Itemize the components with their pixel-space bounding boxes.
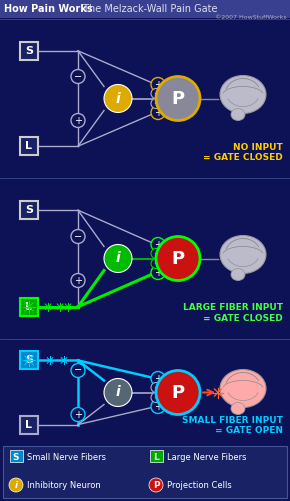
Text: LARGE FIBER INPUT
= GATE CLOSED: LARGE FIBER INPUT = GATE CLOSED [183,304,283,323]
Text: +: + [154,80,162,90]
Circle shape [151,106,165,120]
Circle shape [151,259,161,269]
FancyBboxPatch shape [20,42,38,60]
Ellipse shape [231,269,245,281]
Text: S: S [13,452,19,461]
FancyBboxPatch shape [20,351,38,369]
Text: S: S [25,205,33,215]
Text: +: + [154,401,162,411]
Text: Inhibitory Neuron: Inhibitory Neuron [27,480,101,489]
Bar [0,0,290,18]
Text: −: − [153,89,159,98]
FancyBboxPatch shape [20,298,38,316]
Text: P: P [153,480,159,489]
Text: Large Nerve Fibers: Large Nerve Fibers [167,452,246,461]
Circle shape [151,78,165,92]
Text: SMALL FIBER INPUT
= GATE OPEN: SMALL FIBER INPUT = GATE OPEN [182,416,283,435]
Text: i: i [14,480,18,489]
Bar [3,446,287,498]
Text: P: P [171,249,184,268]
Text: +: + [154,108,162,118]
Text: −: − [74,231,82,241]
Text: +: + [74,409,82,419]
Circle shape [71,70,85,84]
Circle shape [156,77,200,121]
Text: Projection Cells: Projection Cells [167,480,232,489]
Text: +: + [154,239,162,249]
Text: i: i [116,252,120,266]
Text: S: S [25,355,33,365]
Text: +: + [74,276,82,286]
Text: i: i [116,385,120,399]
Text: S: S [25,46,33,56]
Text: How Pain Works: How Pain Works [4,4,93,14]
Circle shape [156,236,200,281]
Circle shape [151,237,165,252]
Text: +: + [74,116,82,125]
Circle shape [71,114,85,127]
Ellipse shape [220,76,266,114]
Ellipse shape [231,109,245,121]
Circle shape [71,274,85,288]
Circle shape [151,99,161,109]
Circle shape [104,85,132,113]
Circle shape [156,371,200,414]
Circle shape [104,244,132,273]
Circle shape [71,229,85,243]
Text: −: − [153,383,159,392]
Text: −: − [74,366,82,376]
Text: The Melzack-Wall Pain Gate: The Melzack-Wall Pain Gate [80,4,218,14]
Text: −: − [153,249,159,258]
Circle shape [151,382,161,392]
Text: L: L [26,141,32,151]
Text: −: − [153,259,159,268]
Text: Small Nerve Fibers: Small Nerve Fibers [27,452,106,461]
Circle shape [151,392,161,402]
Circle shape [71,364,85,377]
Ellipse shape [220,235,266,274]
Text: P: P [171,383,184,401]
Text: NO INPUT
= GATE CLOSED: NO INPUT = GATE CLOSED [203,143,283,162]
Text: ©2007 HowStuffWorks: ©2007 HowStuffWorks [215,15,287,20]
FancyBboxPatch shape [20,201,38,219]
Text: i: i [116,92,120,106]
FancyBboxPatch shape [10,450,23,462]
FancyBboxPatch shape [20,137,38,155]
Text: +: + [154,268,162,278]
Text: L: L [26,302,32,312]
Circle shape [151,399,165,413]
Text: L: L [26,420,32,429]
Circle shape [151,372,165,385]
FancyBboxPatch shape [150,450,163,462]
Text: +: + [154,374,162,383]
Circle shape [104,378,132,406]
Text: −: − [153,393,159,402]
FancyBboxPatch shape [20,416,38,433]
Circle shape [151,248,161,259]
Text: −: − [74,72,82,82]
Text: −: − [153,99,159,108]
Text: L: L [153,452,159,461]
Ellipse shape [231,402,245,414]
Circle shape [151,89,161,99]
Circle shape [151,266,165,280]
Text: P: P [171,90,184,108]
Circle shape [9,478,23,492]
Circle shape [149,478,163,492]
Circle shape [71,407,85,421]
Ellipse shape [220,370,266,407]
